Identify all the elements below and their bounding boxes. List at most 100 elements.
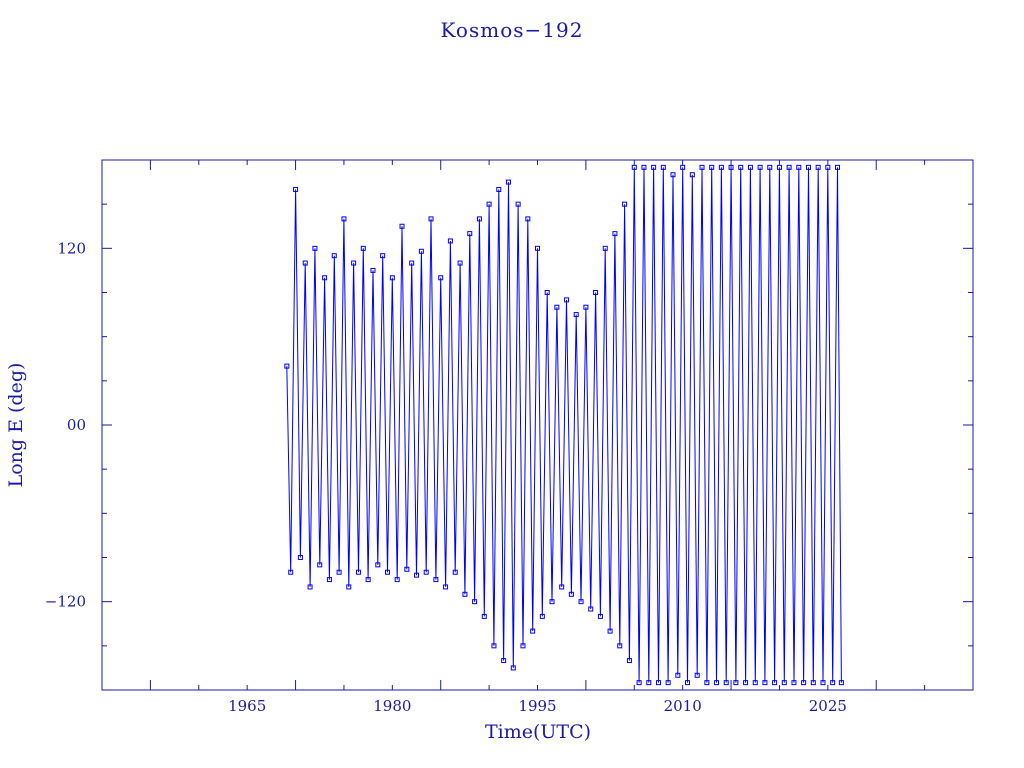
data-point bbox=[399, 223, 405, 229]
data-point bbox=[723, 680, 729, 686]
data-point bbox=[447, 238, 453, 244]
data-point bbox=[539, 613, 545, 619]
data-point bbox=[486, 201, 492, 207]
data-point bbox=[525, 216, 531, 222]
data-point bbox=[418, 248, 424, 254]
data-point bbox=[747, 164, 753, 170]
data-point bbox=[835, 164, 841, 170]
data-point bbox=[568, 591, 574, 597]
data-point bbox=[694, 672, 700, 678]
data-point bbox=[718, 164, 724, 170]
data-point bbox=[646, 680, 652, 686]
data-point bbox=[588, 606, 594, 612]
x-tick-label: 1995 bbox=[518, 697, 556, 715]
data-point bbox=[433, 577, 439, 583]
data-point bbox=[346, 584, 352, 590]
data-point bbox=[622, 201, 628, 207]
data-point bbox=[762, 680, 768, 686]
data-point bbox=[302, 260, 308, 266]
data-point bbox=[714, 680, 720, 686]
data-point bbox=[602, 245, 608, 251]
series-line bbox=[286, 167, 842, 683]
data-point bbox=[709, 164, 715, 170]
data-point bbox=[631, 164, 637, 170]
data-point bbox=[704, 680, 710, 686]
data-point bbox=[438, 275, 444, 281]
data-point bbox=[743, 680, 749, 686]
data-point bbox=[820, 680, 826, 686]
data-point bbox=[288, 569, 294, 575]
data-point bbox=[443, 584, 449, 590]
data-point bbox=[414, 572, 420, 578]
data-point bbox=[312, 245, 318, 251]
data-point bbox=[593, 290, 599, 295]
data-point bbox=[786, 164, 792, 170]
data-point bbox=[496, 186, 502, 192]
data-point bbox=[317, 562, 323, 568]
data-point bbox=[428, 216, 434, 222]
data-point bbox=[331, 253, 337, 259]
data-point bbox=[297, 555, 303, 560]
data-point bbox=[322, 275, 328, 281]
data-point bbox=[544, 290, 550, 295]
data-point bbox=[660, 164, 666, 170]
series-layer bbox=[284, 164, 844, 686]
data-point bbox=[791, 680, 797, 686]
data-point bbox=[501, 658, 507, 664]
x-tick-label: 1980 bbox=[373, 697, 411, 715]
data-point bbox=[752, 680, 758, 686]
data-point bbox=[510, 665, 516, 671]
data-point bbox=[370, 267, 376, 273]
data-point bbox=[355, 569, 361, 575]
data-point bbox=[733, 680, 739, 686]
data-point bbox=[573, 312, 579, 318]
data-point bbox=[665, 680, 671, 686]
data-point bbox=[830, 680, 836, 686]
data-point bbox=[336, 569, 342, 575]
x-axis-label: Time(UTC) bbox=[485, 721, 591, 743]
data-point bbox=[670, 172, 676, 178]
data-point bbox=[341, 216, 347, 222]
x-tick-label: 1965 bbox=[228, 697, 266, 715]
data-point bbox=[375, 562, 381, 568]
x-axis: 1965 1980 1995 2010 2025 bbox=[101, 160, 974, 715]
data-point bbox=[365, 577, 371, 583]
data-point bbox=[825, 164, 831, 170]
data-point bbox=[617, 643, 623, 649]
data-point bbox=[457, 260, 463, 266]
data-point bbox=[481, 613, 487, 619]
plot-frame bbox=[101, 159, 974, 691]
data-point bbox=[838, 680, 844, 686]
data-point bbox=[380, 253, 386, 259]
data-point bbox=[423, 569, 429, 575]
y-axis: 120 00 −120 bbox=[45, 159, 973, 691]
data-point bbox=[738, 164, 744, 170]
data-point bbox=[626, 658, 632, 664]
data-point bbox=[757, 164, 763, 170]
data-point bbox=[675, 672, 681, 678]
data-point bbox=[404, 566, 410, 572]
data-point bbox=[641, 164, 647, 170]
data-point bbox=[384, 569, 390, 575]
data-point bbox=[409, 260, 415, 266]
data-point bbox=[612, 231, 618, 237]
data-point bbox=[781, 680, 787, 686]
data-point bbox=[796, 164, 802, 170]
data-point bbox=[607, 628, 613, 634]
data-point bbox=[680, 164, 686, 170]
data-point bbox=[515, 201, 521, 207]
y-tick-label: 00 bbox=[67, 416, 86, 434]
data-point bbox=[476, 216, 482, 222]
data-point bbox=[651, 164, 657, 170]
data-point bbox=[699, 164, 705, 170]
data-point bbox=[767, 164, 773, 170]
data-point bbox=[472, 599, 478, 605]
data-point bbox=[805, 164, 811, 170]
data-point bbox=[389, 275, 395, 281]
data-point bbox=[689, 172, 695, 178]
data-point bbox=[655, 680, 661, 686]
data-point bbox=[810, 680, 816, 686]
y-tick-label: −120 bbox=[45, 593, 86, 611]
data-point bbox=[351, 260, 357, 266]
